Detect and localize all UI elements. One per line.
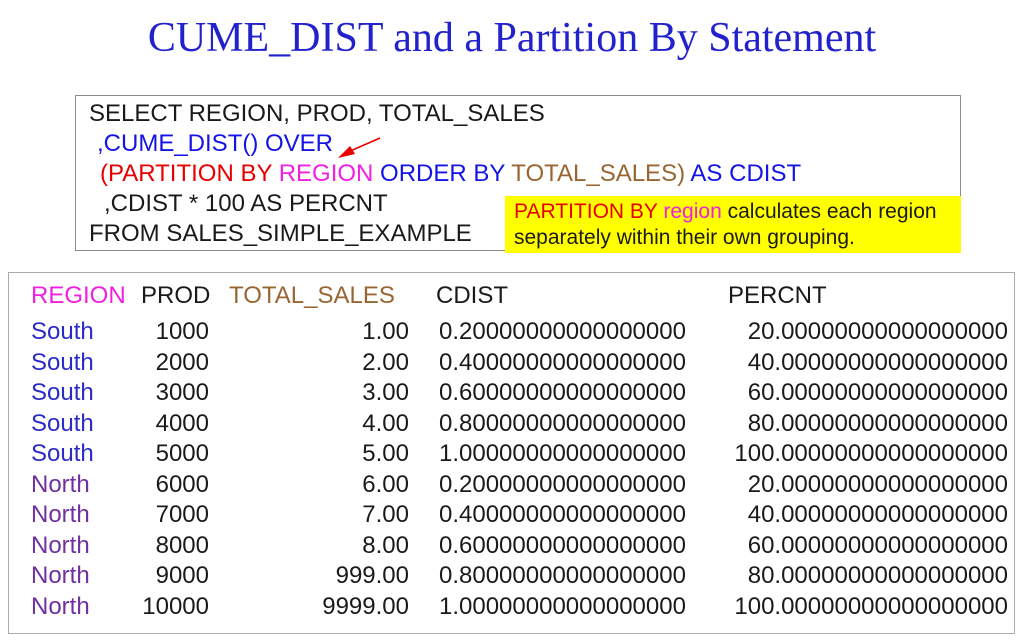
- callout-region: region: [663, 200, 722, 223]
- cell-prod: 5000: [155, 440, 209, 467]
- cell-region: South: [31, 318, 94, 345]
- sql-line-percnt: ,CDIST * 100 AS PERCNT: [104, 190, 388, 217]
- column-header-total-sales: TOTAL_SALES: [229, 282, 395, 309]
- cell-percnt: 100.00000000000000000: [734, 440, 1008, 467]
- cell-cdist: 0.20000000000000000: [439, 318, 686, 345]
- cell-percnt: 20.00000000000000000: [747, 470, 1008, 498]
- cell-cdist: 0.40000000000000000: [439, 348, 686, 376]
- results-table: REGION PROD TOTAL_SALES CDIST PERCNT Sou…: [8, 272, 1015, 634]
- column-header-percnt: PERCNT: [728, 282, 827, 309]
- cell-percnt: 40.00000000000000000: [747, 501, 1008, 528]
- cell-cdist: 0.80000000000000000: [439, 562, 686, 589]
- cell-region: North: [31, 470, 90, 498]
- spacer: [409, 500, 439, 531]
- table-row: North 6000 6.00 0.20000000000000000 20.00000…: [9, 470, 1014, 501]
- spacer: [409, 592, 439, 623]
- cell-cdist: 1.00000000000000000: [439, 440, 686, 467]
- cell-total-sales: 7.00: [362, 501, 409, 528]
- cell-region: South: [31, 379, 94, 406]
- cell-cdist: 0.20000000000000000: [439, 470, 686, 498]
- sql-alias-cdist: AS CDIST: [685, 160, 802, 187]
- cell-region: South: [31, 440, 94, 467]
- cell-prod: 2000: [155, 348, 209, 376]
- cell-percnt: 80.00000000000000000: [747, 562, 1008, 589]
- cell-prod: 3000: [155, 379, 209, 406]
- spacer: [409, 561, 439, 592]
- cell-percnt: 80.00000000000000000: [747, 409, 1008, 437]
- cell-region: North: [31, 562, 90, 589]
- cell-percnt: 40.00000000000000000: [747, 348, 1008, 376]
- cell-total-sales: 3.00: [362, 379, 409, 406]
- cell-region: North: [31, 592, 90, 620]
- cell-percnt: 100.00000000000000000: [734, 592, 1008, 620]
- cell-prod: 7000: [155, 501, 209, 528]
- cell-cdist: 0.60000000000000000: [439, 379, 686, 406]
- sql-code-block: SELECT REGION, PROD, TOTAL_SALES ,CUME_D…: [75, 95, 961, 251]
- table-row: North 9000 999.00 0.80000000000000000 80.000…: [9, 561, 1014, 592]
- cell-total-sales: 5.00: [362, 440, 409, 467]
- cell-prod: 10000: [142, 592, 209, 620]
- red-arrow-icon: [334, 135, 382, 161]
- callout-text: calculates each region separately within…: [514, 200, 943, 249]
- spacer: [409, 378, 439, 409]
- sql-line-partition: (PARTITION BY REGION ORDER BY TOTAL_SALE…: [76, 159, 960, 189]
- cell-prod: 4000: [155, 409, 209, 437]
- cell-prod: 9000: [155, 562, 209, 589]
- cell-percnt: 20.00000000000000000: [747, 318, 1008, 345]
- cell-total-sales: 6.00: [362, 470, 409, 498]
- sql-line-cume-dist: ,CUME_DIST() OVER: [97, 130, 334, 157]
- spacer: [409, 439, 439, 470]
- results-rows: South 1000 1.00 0.20000000000000000 20.00000…: [9, 317, 1014, 622]
- cell-region: North: [31, 501, 90, 528]
- table-row: North 7000 7.00 0.40000000000000000 40.00000…: [9, 500, 1014, 531]
- sql-line-from: FROM SALES_SIMPLE_EXAMPLE: [89, 220, 472, 247]
- cell-cdist: 0.60000000000000000: [439, 531, 686, 559]
- sql-keyword-order-by: ORDER BY: [373, 160, 512, 187]
- table-row: South 1000 1.00 0.20000000000000000 20.00000…: [9, 317, 1014, 348]
- column-header-cdist: CDIST: [436, 282, 508, 309]
- sql-line-select: SELECT REGION, PROD, TOTAL_SALES: [89, 100, 545, 127]
- partition-by-callout: PARTITION BY region calculates each regi…: [505, 196, 961, 253]
- table-row: North 8000 8.00 0.60000000000000000 60.00000…: [9, 531, 1014, 562]
- cell-percnt: 60.00000000000000000: [747, 531, 1008, 559]
- table-row: North 10000 9999.00 1.00000000000000000 100.…: [9, 592, 1014, 623]
- cell-prod: 6000: [155, 470, 209, 498]
- spacer: [409, 409, 439, 440]
- cell-cdist: 0.80000000000000000: [439, 409, 686, 437]
- page-title: CUME_DIST and a Partition By Statement: [147, 15, 877, 61]
- cell-prod: 1000: [155, 318, 209, 345]
- cell-region: North: [31, 531, 90, 559]
- cell-percnt: 60.00000000000000000: [747, 379, 1008, 406]
- sql-keyword-partition-by: (PARTITION BY: [100, 160, 279, 187]
- spacer: [409, 317, 439, 348]
- cell-cdist: 0.40000000000000000: [439, 501, 686, 528]
- cell-total-sales: 1.00: [362, 318, 409, 345]
- cell-total-sales: 999.00: [335, 562, 409, 589]
- sql-column-region: REGION: [278, 160, 374, 187]
- cell-total-sales: 4.00: [362, 409, 409, 437]
- cell-region: South: [31, 409, 94, 437]
- table-row: South 3000 3.00 0.60000000000000000 60.00000…: [9, 378, 1014, 409]
- callout-partition-by: PARTITION BY: [514, 200, 664, 223]
- column-header-region: REGION: [31, 282, 126, 309]
- table-header-row: REGION PROD TOTAL_SALES CDIST PERCNT: [9, 282, 1014, 314]
- spacer: [409, 470, 439, 501]
- cell-total-sales: 8.00: [362, 531, 409, 559]
- cell-total-sales: 9999.00: [322, 592, 409, 620]
- cell-total-sales: 2.00: [362, 348, 409, 376]
- cell-prod: 8000: [155, 531, 209, 559]
- table-row: South 5000 5.00 1.00000000000000000 100.0000…: [9, 439, 1014, 470]
- sql-column-total-sales: TOTAL_SALES): [511, 160, 686, 187]
- spacer: [409, 531, 439, 562]
- column-header-prod: PROD: [141, 282, 211, 309]
- cell-cdist: 1.00000000000000000: [439, 592, 686, 620]
- table-row: South 2000 2.00 0.40000000000000000 40.00000…: [9, 348, 1014, 379]
- spacer: [409, 348, 439, 379]
- table-row: South 4000 4.00 0.80000000000000000 80.00000…: [9, 409, 1014, 440]
- cell-region: South: [31, 348, 94, 376]
